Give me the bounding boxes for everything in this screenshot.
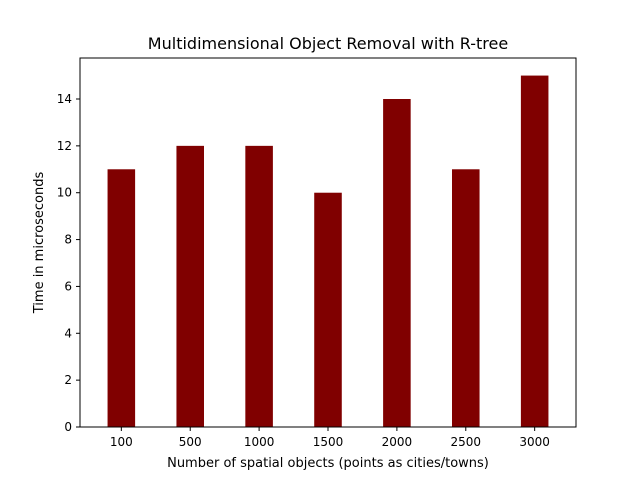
bar-2000 bbox=[383, 99, 411, 427]
bars-group bbox=[107, 75, 549, 428]
bar-2500 bbox=[452, 169, 480, 428]
bar-500 bbox=[176, 145, 204, 427]
x-tick-label: 1000 bbox=[244, 435, 275, 449]
y-tick-label: 14 bbox=[57, 92, 72, 106]
y-tick-label: 10 bbox=[57, 186, 72, 200]
x-tick-label: 2000 bbox=[382, 435, 413, 449]
y-tick-label: 4 bbox=[64, 326, 72, 340]
y-tick-label: 2 bbox=[64, 373, 72, 387]
y-tick-label: 0 bbox=[64, 420, 72, 434]
y-axis-ticks: 0 2 4 6 8 10 12 14 bbox=[57, 92, 80, 434]
x-tick-label: 2500 bbox=[451, 435, 482, 449]
x-tick-label: 1500 bbox=[313, 435, 344, 449]
y-axis-label: Time in microseconds bbox=[32, 172, 47, 315]
x-tick-label: 3000 bbox=[519, 435, 550, 449]
x-axis-ticks: 100 500 1000 1500 2000 2500 3000 bbox=[110, 427, 550, 449]
y-tick-label: 6 bbox=[64, 279, 72, 293]
y-tick-label: 8 bbox=[64, 233, 72, 247]
bar-1000 bbox=[245, 145, 273, 427]
x-tick-label: 500 bbox=[179, 435, 202, 449]
bar-3000 bbox=[520, 75, 549, 428]
x-tick-label: 100 bbox=[110, 435, 133, 449]
y-tick-label: 12 bbox=[57, 139, 72, 153]
plot-frame bbox=[79, 57, 577, 428]
x-axis-label: Number of spatial objects (points as cit… bbox=[167, 456, 489, 471]
bar-1500 bbox=[314, 192, 342, 427]
chart-title: Multidimensional Object Removal with R-t… bbox=[148, 34, 508, 53]
bar-100 bbox=[107, 169, 136, 428]
